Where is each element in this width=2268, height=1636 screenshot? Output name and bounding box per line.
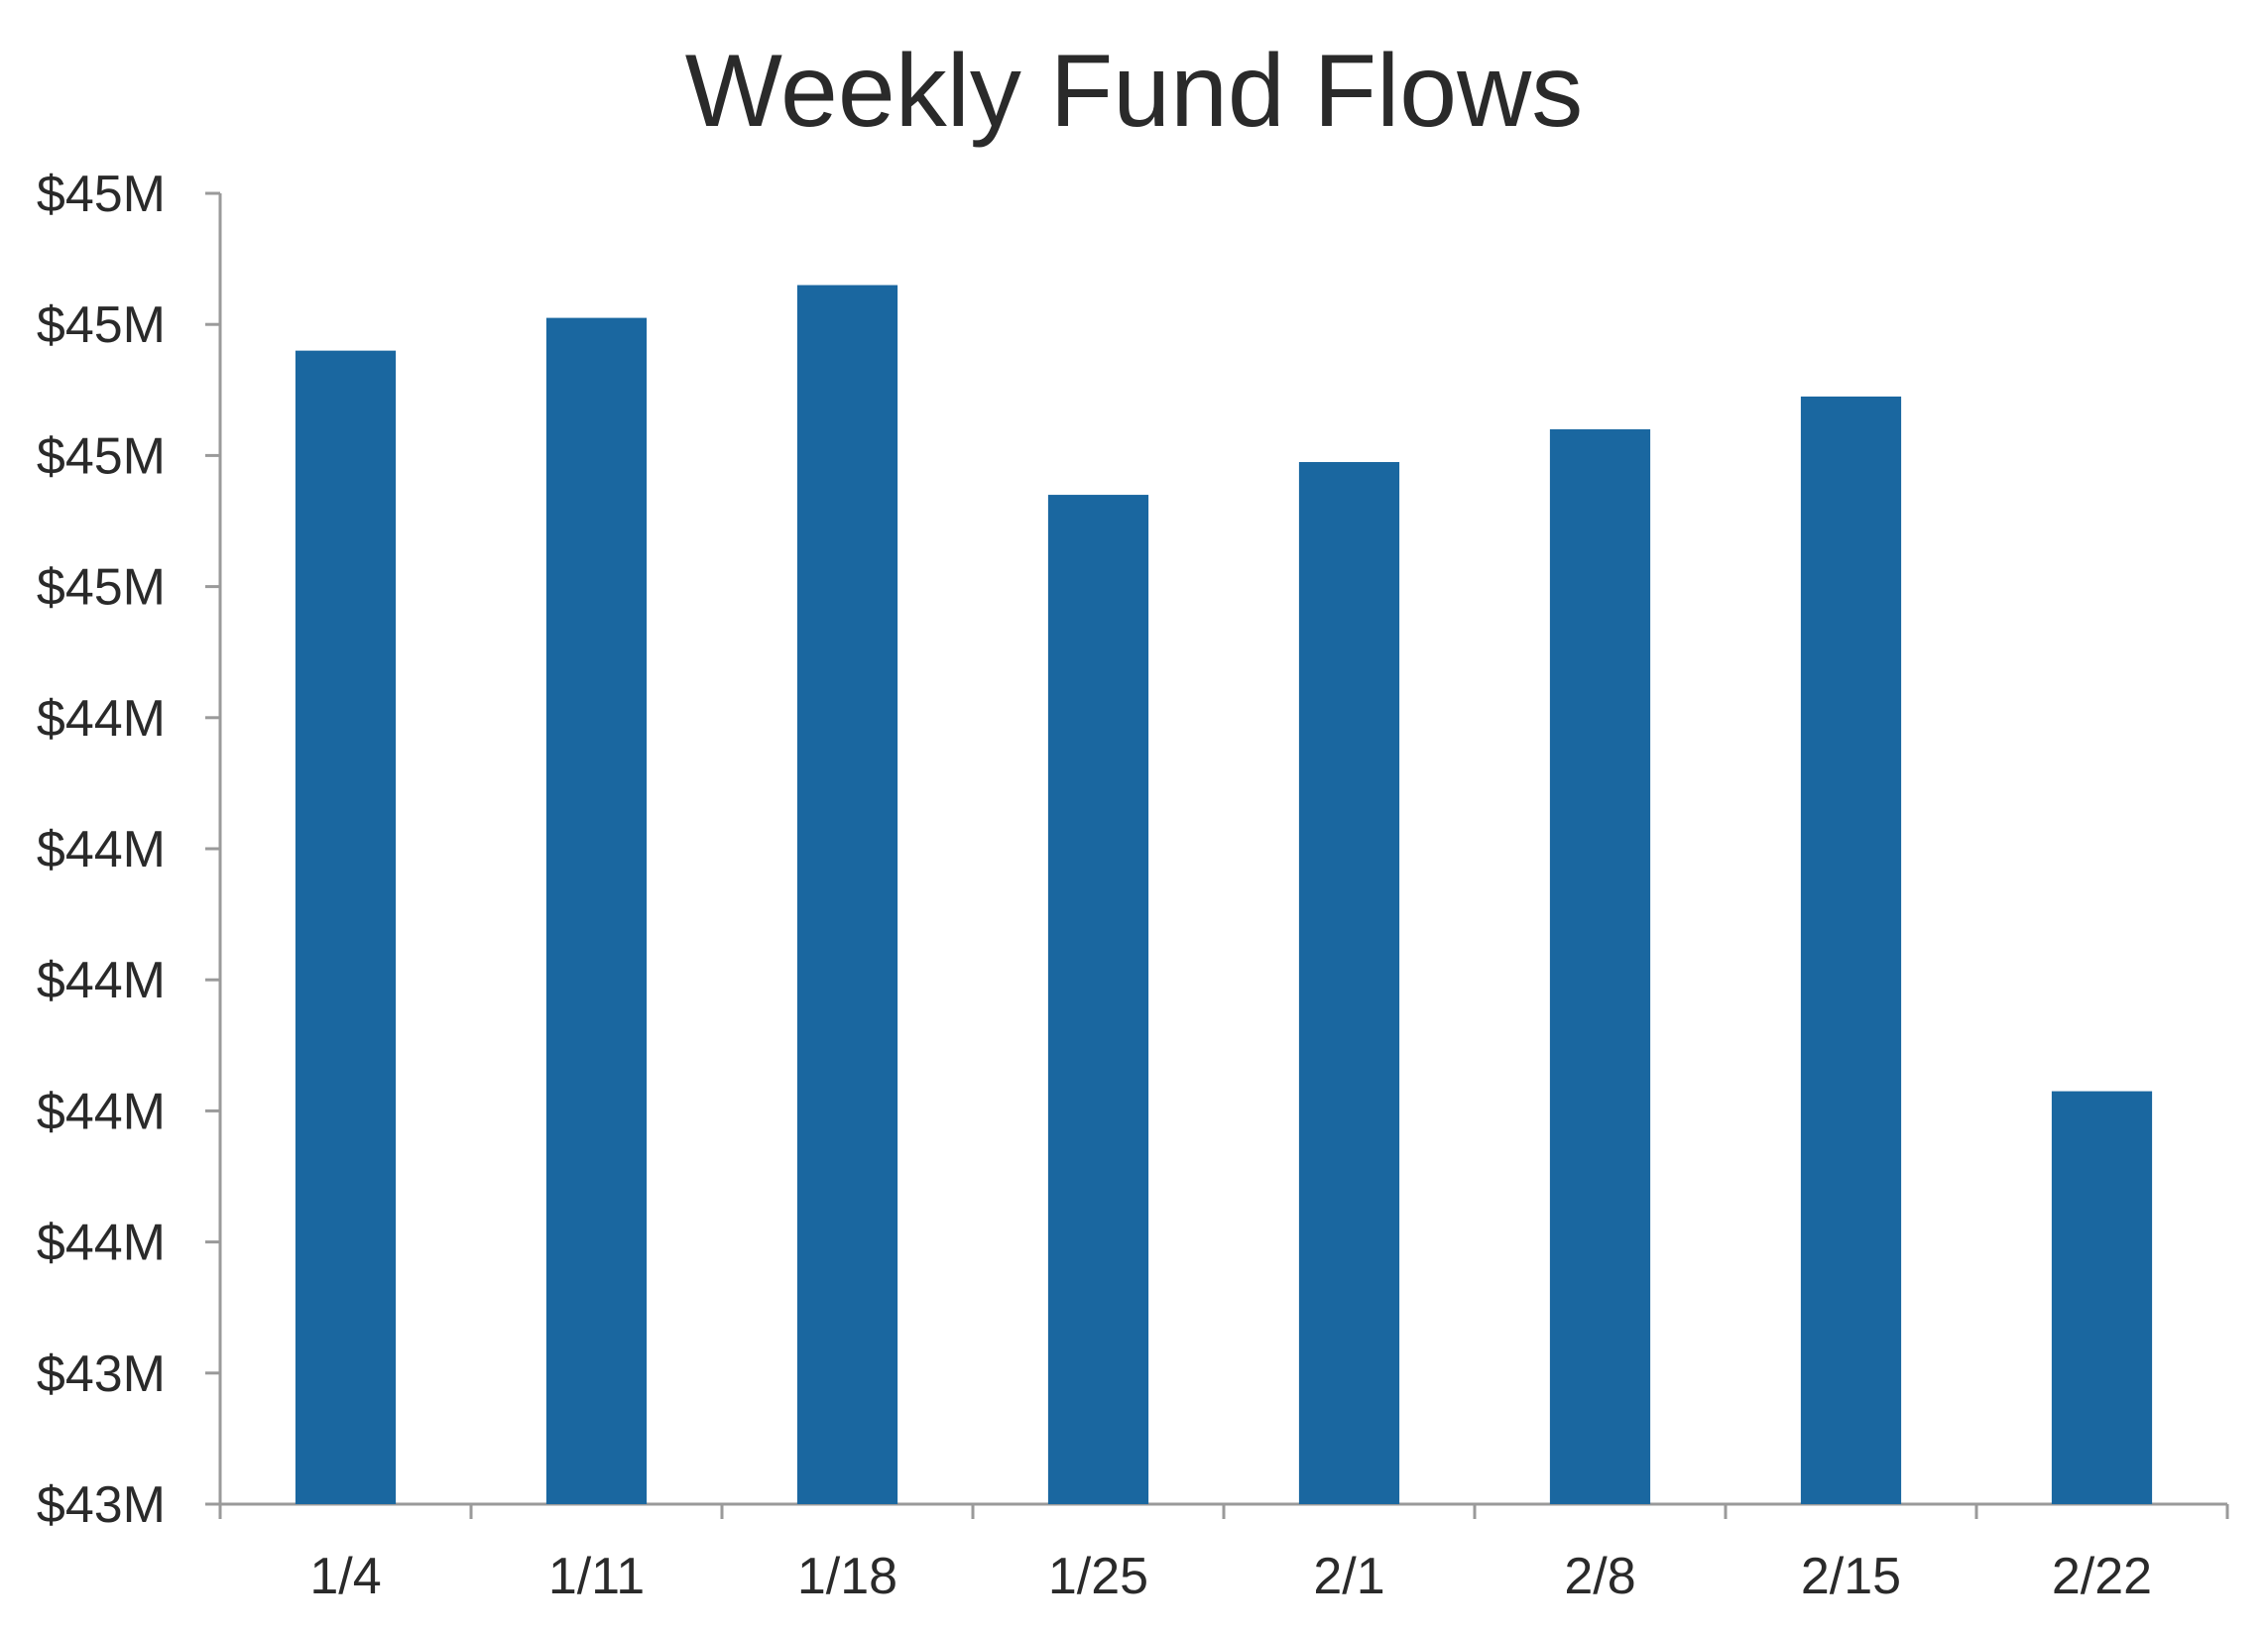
bar-1-11 [545, 317, 648, 1505]
bar-2-15 [1800, 396, 1902, 1504]
y-tick-label: $44M [37, 1083, 166, 1140]
x-tick-label: 1/25 [1048, 1548, 1148, 1605]
y-tick-label: $45M [37, 427, 166, 485]
y-tick-label: $44M [37, 690, 166, 748]
y-tick-label: $45M [37, 559, 166, 617]
y-tick-label: $45M [37, 166, 166, 223]
y-tick-label: $43M [37, 1345, 166, 1403]
bar-1-25 [1047, 495, 1149, 1504]
y-tick-label: $44M [37, 952, 166, 1009]
x-tick-label: 2/8 [1564, 1548, 1635, 1605]
x-tick-label: 2/22 [2052, 1548, 2152, 1605]
x-tick-label: 1/18 [797, 1548, 897, 1605]
y-tick-label: $43M [37, 1476, 166, 1534]
x-tick-label: 1/4 [309, 1548, 381, 1605]
bar-2-22 [2051, 1091, 2153, 1504]
bar-2-1 [1298, 462, 1400, 1504]
y-tick-label: $45M [37, 296, 166, 354]
x-tick-label: 2/1 [1313, 1548, 1384, 1605]
y-tick-label: $44M [37, 821, 166, 878]
bar-1-18 [796, 285, 898, 1504]
x-tick-label: 2/15 [1801, 1548, 1901, 1605]
bar-1-4 [295, 350, 397, 1504]
y-tick-label: $44M [37, 1215, 166, 1272]
x-tick-label: 1/11 [548, 1548, 645, 1605]
bar-2-8 [1549, 428, 1651, 1505]
chart-title: Weekly Fund Flows [684, 34, 1584, 149]
